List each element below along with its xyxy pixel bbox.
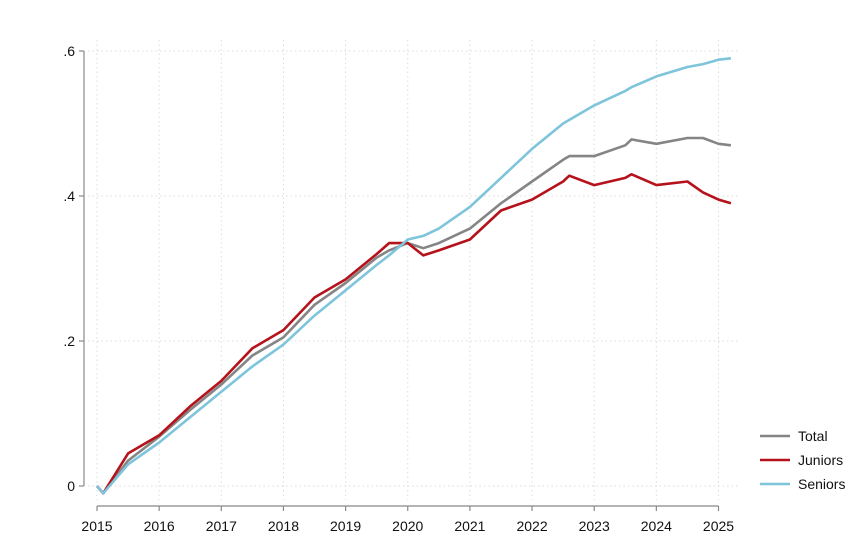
grid: [88, 40, 740, 500]
x-tick-label: 2025: [703, 518, 734, 534]
x-tick-label: 2022: [516, 518, 547, 534]
axes: 0 .2 .4 .6 2015 2016 2017 2018 2019 2020 2021 2022 2…: [63, 43, 734, 534]
x-tick-label: 2020: [392, 518, 423, 534]
x-tick-label: 2015: [81, 518, 112, 534]
series-line-total: [96, 136, 732, 495]
series-line-juniors: [96, 173, 732, 495]
x-tick-label: 2023: [579, 518, 610, 534]
y-tick-label: .4: [63, 188, 75, 204]
legend-label-juniors: Juniors: [798, 452, 843, 468]
legend-label-seniors: Seniors: [798, 476, 845, 492]
series-lines: [96, 57, 732, 495]
x-tick-label: 2018: [268, 518, 299, 534]
x-tick-label: 2017: [206, 518, 237, 534]
y-tick-label: .2: [63, 333, 75, 349]
series-line-seniors: [96, 57, 732, 495]
x-tick-label: 2024: [641, 518, 672, 534]
y-tick-label: .6: [63, 43, 75, 59]
x-tick-label: 2016: [144, 518, 175, 534]
x-tick-label: 2021: [454, 518, 485, 534]
y-tick-label: 0: [67, 478, 75, 494]
legend: Total Juniors Seniors: [760, 428, 845, 492]
x-tick-label: 2019: [330, 518, 361, 534]
legend-label-total: Total: [798, 428, 828, 444]
